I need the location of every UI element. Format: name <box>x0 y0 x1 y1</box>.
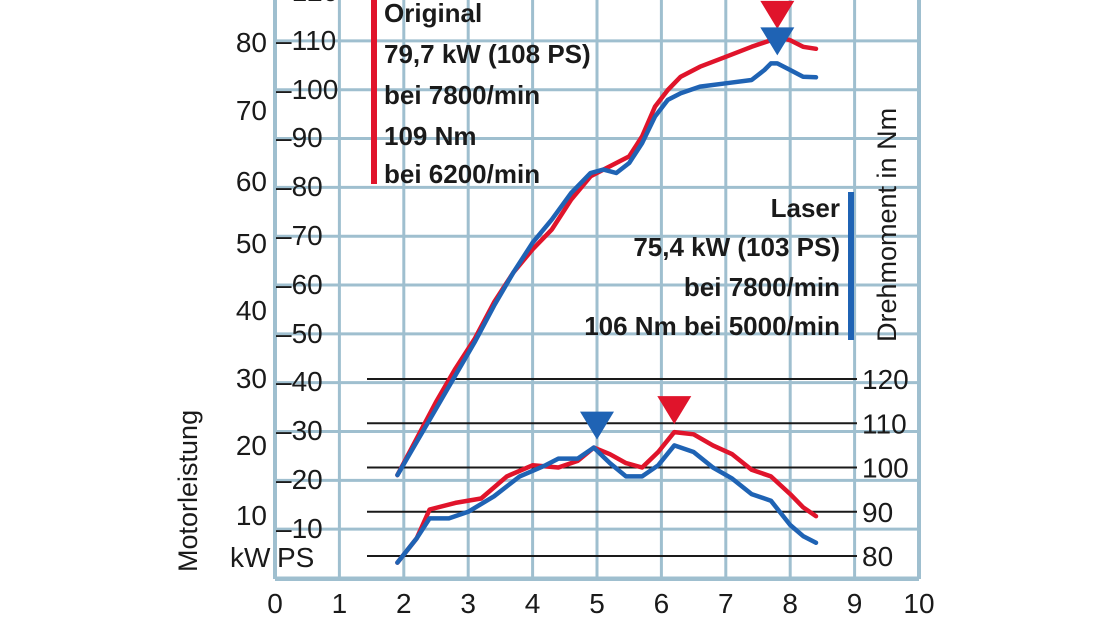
ps-tick-label: –10 <box>276 513 323 544</box>
x-tick-label: 7 <box>718 588 734 619</box>
ps-tick-label: –80 <box>276 171 323 202</box>
legend-laser: Laser 75,4 kW (103 PS) bei 7800/min 106 … <box>584 192 854 341</box>
legend-original-line: Original <box>384 0 482 28</box>
ps-tick-label: –60 <box>276 269 323 300</box>
x-tick-label: 0 <box>267 588 283 619</box>
legend-original-line: bei 6200/min <box>384 159 540 189</box>
legend-laser-line: bei 7800/min <box>684 272 840 302</box>
series-line-original-torque <box>395 429 819 565</box>
x-tick-label: 4 <box>525 588 541 619</box>
kw-tick-label: 70 <box>236 95 267 126</box>
kw-tick-label: 10 <box>236 500 267 531</box>
kw-unit-label: kW <box>230 542 271 573</box>
y-axis-label: Motorleistung <box>173 410 203 572</box>
right-axis-label: Drehmoment in Nm <box>872 108 902 342</box>
torque-tick-label: 110 <box>862 408 907 439</box>
x-tick-label: 2 <box>396 588 412 619</box>
series-layer <box>395 34 819 565</box>
ps-tick-label: –90 <box>276 122 323 153</box>
legend-original-line: 79,7 kW (108 PS) <box>384 39 591 69</box>
ps-tick-label: –110 <box>276 25 336 56</box>
peak-marker-original-power <box>760 0 795 29</box>
series-line-laser-torque <box>395 443 819 565</box>
kw-tick-label: 30 <box>236 363 267 394</box>
kw-tick-label: 60 <box>236 166 267 197</box>
legend-laser-line: Laser <box>771 193 840 223</box>
peak-marker-laser-torque <box>580 411 614 440</box>
kw-tick-label: 20 <box>236 430 267 461</box>
ps-unit-label: PS <box>277 542 314 573</box>
kw-tick-label: 50 <box>236 228 267 259</box>
grid <box>273 0 921 581</box>
peak-marker-original-torque <box>657 396 692 425</box>
kw-tick-label: 40 <box>236 295 267 326</box>
legend-original-swatch <box>371 0 377 184</box>
x-tick-label: 3 <box>460 588 476 619</box>
legend-original-line: bei 7800/min <box>384 80 540 110</box>
torque-tick-label: 120 <box>862 364 909 395</box>
ps-tick-label: –20 <box>276 464 323 495</box>
x-tick-label: 8 <box>782 588 798 619</box>
ps-tick-label: –30 <box>276 415 323 446</box>
x-tick-label: 10 <box>903 588 934 619</box>
ps-tick-label: –70 <box>276 220 323 251</box>
legend-laser-line: 75,4 kW (103 PS) <box>633 232 840 262</box>
legend-laser-line: 106 Nm bei 5000/min <box>584 311 840 341</box>
peak-markers <box>580 0 795 440</box>
torque-tick-label: 80 <box>862 541 893 572</box>
tick-labels: 0 1 2 3 4 5 6 7 8 9 10 10 20 30 40 50 60 70 80 –10 –20 –30 –40… <box>236 0 935 619</box>
x-tick-label: 5 <box>589 588 605 619</box>
ps-tick-label: –100 <box>276 74 338 105</box>
ps-tick-label: –120 <box>276 0 338 7</box>
x-tick-label: 6 <box>654 588 670 619</box>
torque-tick-label: 100 <box>862 453 909 484</box>
series-line-laser-power <box>395 61 819 478</box>
peak-marker-laser-power <box>760 27 795 56</box>
torque-tick-label: 90 <box>862 497 893 528</box>
kw-tick-label: 80 <box>236 27 267 58</box>
x-tick-label: 1 <box>332 588 348 619</box>
ps-tick-label: –40 <box>276 366 323 397</box>
x-tick-label: 9 <box>847 588 863 619</box>
legend-original-line: 109 Nm <box>384 121 477 151</box>
legend-laser-swatch <box>848 192 854 340</box>
ps-tick-label: –50 <box>276 318 323 349</box>
legend-original: Original 79,7 kW (108 PS) bei 7800/min 1… <box>371 0 591 189</box>
